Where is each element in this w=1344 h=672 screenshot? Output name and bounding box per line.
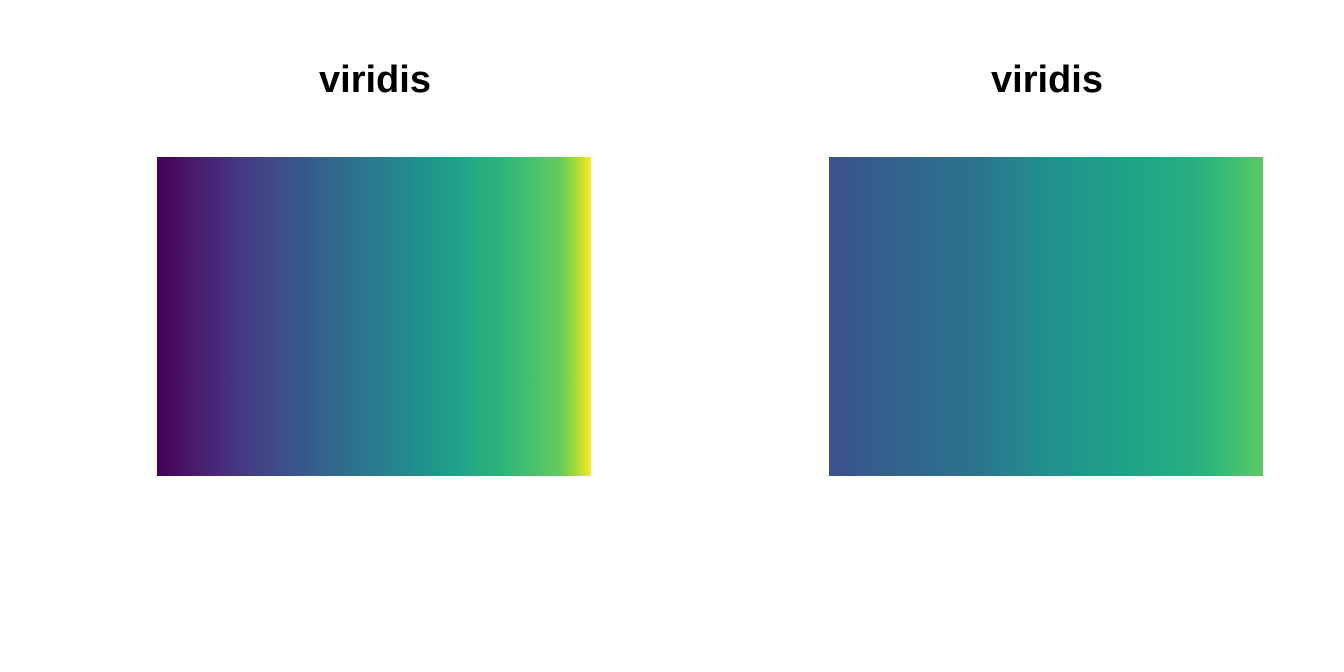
chart-panel-right: viridis [672,0,1344,672]
chart-title: viridis [991,59,1103,101]
gradient-fill-rect [157,157,591,476]
chart-panel-left: viridis [157,59,591,476]
color-gradient-swatch [157,157,591,476]
color-gradient-swatch [829,157,1263,476]
gradient-fill-rect [829,157,1263,476]
chart-title: viridis [319,59,431,101]
